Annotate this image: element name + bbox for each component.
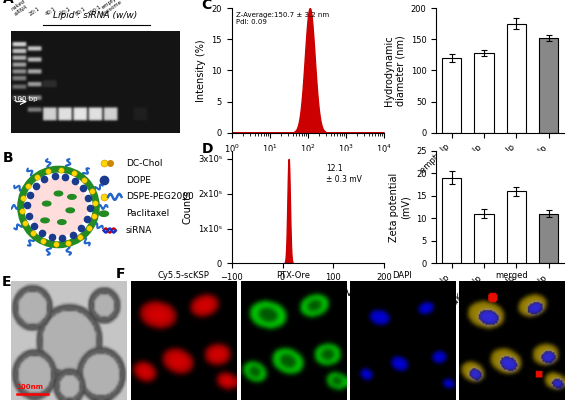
Bar — [539, 38, 559, 133]
Bar — [539, 214, 559, 263]
Text: 12.1
± 0.3 mV: 12.1 ± 0.3 mV — [326, 164, 362, 184]
Ellipse shape — [66, 208, 75, 213]
Ellipse shape — [68, 195, 76, 199]
Ellipse shape — [99, 211, 108, 216]
Bar — [474, 53, 494, 133]
X-axis label: Zeta potential (mV): Zeta potential (mV) — [260, 288, 356, 297]
Text: DC-Chol: DC-Chol — [126, 159, 162, 168]
Circle shape — [30, 178, 87, 235]
Text: 100nm: 100nm — [17, 384, 44, 390]
Text: E: E — [2, 275, 11, 289]
Title: PTX-Ore: PTX-Ore — [276, 271, 310, 280]
X-axis label: Size (d, nm): Size (d, nm) — [279, 160, 337, 171]
Text: Lipid : siRNA (w/w): Lipid : siRNA (w/w) — [54, 11, 137, 20]
Text: DSPE-PEG2000: DSPE-PEG2000 — [126, 193, 193, 202]
Text: DOPE: DOPE — [126, 175, 150, 184]
Ellipse shape — [54, 191, 63, 196]
Text: Paclitaxel: Paclitaxel — [126, 209, 169, 218]
Title: Cy5.5-scKSP: Cy5.5-scKSP — [158, 271, 210, 280]
Text: A: A — [3, 0, 14, 6]
Bar — [442, 58, 462, 133]
Text: 80:1: 80:1 — [74, 6, 87, 17]
Y-axis label: Zeta potential
(mV): Zeta potential (mV) — [389, 172, 410, 242]
Y-axis label: Counts: Counts — [182, 190, 192, 224]
Text: 100 bp: 100 bp — [13, 96, 38, 102]
Text: 60:1: 60:1 — [60, 6, 72, 17]
Bar — [507, 24, 526, 133]
Text: siRNA: siRNA — [126, 226, 152, 235]
Text: Z-Average:150.7 ± 3.2 nm
PdI: 0.09: Z-Average:150.7 ± 3.2 nm PdI: 0.09 — [237, 12, 329, 25]
Text: naked
siRNA: naked siRNA — [10, 0, 30, 17]
Y-axis label: Intensity (%): Intensity (%) — [196, 39, 206, 102]
Ellipse shape — [41, 218, 49, 223]
Y-axis label: Hydrodynamic
diameter (nm): Hydrodynamic diameter (nm) — [384, 35, 405, 106]
Ellipse shape — [58, 220, 66, 224]
Text: D: D — [201, 142, 213, 155]
Text: B: B — [3, 151, 14, 166]
Text: 20:1: 20:1 — [28, 6, 41, 17]
Text: F: F — [116, 267, 125, 281]
Text: 100:1: 100:1 — [87, 4, 102, 17]
Title: merged: merged — [495, 271, 528, 280]
Title: DAPI: DAPI — [393, 271, 412, 280]
Ellipse shape — [43, 201, 51, 206]
Circle shape — [19, 167, 98, 246]
Bar — [507, 191, 526, 263]
Bar — [474, 214, 494, 263]
Text: empty
liposome: empty liposome — [97, 0, 124, 17]
Text: C: C — [201, 0, 211, 12]
Bar — [442, 177, 462, 263]
Text: 40:1: 40:1 — [44, 6, 57, 17]
